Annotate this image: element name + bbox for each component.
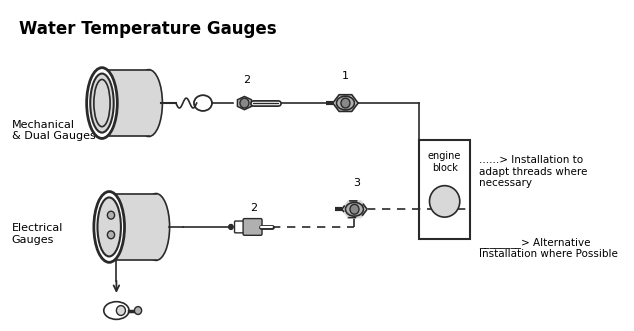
Polygon shape xyxy=(237,96,252,110)
Circle shape xyxy=(229,224,233,229)
Text: ________> Alternative
Installation where Possible: ________> Alternative Installation where… xyxy=(479,237,618,259)
Circle shape xyxy=(107,211,115,219)
Ellipse shape xyxy=(94,192,124,262)
FancyBboxPatch shape xyxy=(235,221,245,233)
Ellipse shape xyxy=(143,194,170,260)
Circle shape xyxy=(134,307,141,314)
Ellipse shape xyxy=(346,202,363,216)
Text: engine
block: engine block xyxy=(428,151,462,173)
Ellipse shape xyxy=(135,70,162,136)
Ellipse shape xyxy=(90,73,113,132)
Circle shape xyxy=(341,98,350,108)
Bar xyxy=(420,140,470,239)
Polygon shape xyxy=(333,95,358,112)
Text: 1: 1 xyxy=(342,71,349,81)
Polygon shape xyxy=(342,201,367,217)
Ellipse shape xyxy=(94,79,110,127)
Circle shape xyxy=(240,98,249,108)
Ellipse shape xyxy=(104,302,129,319)
Text: Water Temperature Gauges: Water Temperature Gauges xyxy=(19,21,276,38)
Text: 2: 2 xyxy=(250,203,257,213)
Bar xyxy=(109,194,156,260)
Circle shape xyxy=(117,306,126,315)
Bar xyxy=(102,70,149,136)
Ellipse shape xyxy=(98,198,121,257)
Text: Electrical
Gauges: Electrical Gauges xyxy=(12,223,63,245)
Ellipse shape xyxy=(337,96,354,110)
Text: 3: 3 xyxy=(353,178,359,188)
Ellipse shape xyxy=(87,68,117,138)
Ellipse shape xyxy=(429,186,460,217)
Text: 2: 2 xyxy=(243,75,250,85)
Text: ......> Installation to
adapt threads where
necessary: ......> Installation to adapt threads wh… xyxy=(479,155,587,188)
FancyBboxPatch shape xyxy=(243,218,262,235)
Circle shape xyxy=(107,231,115,239)
Text: Mechanical
& Dual Gauges: Mechanical & Dual Gauges xyxy=(12,120,96,141)
Circle shape xyxy=(350,204,359,214)
